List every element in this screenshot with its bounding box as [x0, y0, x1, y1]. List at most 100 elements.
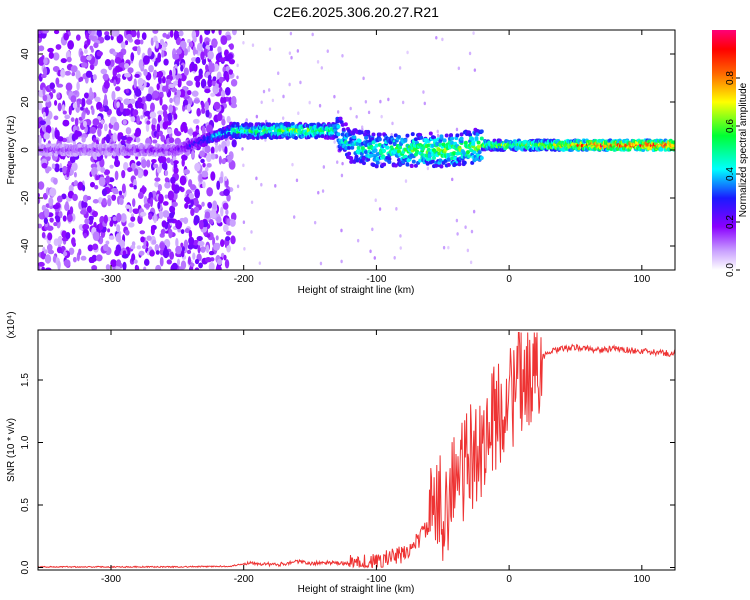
spectrogram-cell: [139, 39, 144, 45]
spectrogram-ytick-label: 40: [20, 48, 31, 60]
spectrogram-cell: [67, 40, 75, 50]
spectrogram-cell: [169, 212, 175, 219]
spectrogram-cell: [197, 240, 205, 247]
spectrogram-cell: [193, 99, 201, 104]
spectrogram-cell: [89, 181, 96, 188]
spectrogram-cell: [213, 63, 220, 72]
spectrogram-cell: [387, 97, 390, 102]
spectrogram-cell: [51, 126, 55, 134]
spectrogram-cell: [340, 122, 345, 127]
spectrogram-cell: [112, 189, 119, 195]
spectrogram-cell: [255, 135, 260, 140]
spectrogram-cell: [173, 30, 178, 41]
spectrogram-cell: [423, 101, 426, 106]
spectrogram-cell: [201, 201, 205, 207]
spectrogram-cell: [293, 135, 298, 140]
spectrogram-cell: [441, 37, 444, 42]
spectrogram-cell: [336, 124, 341, 129]
spectrogram-cell: [479, 129, 484, 134]
spectrogram-cell: [188, 236, 195, 246]
spectrogram-cell: [186, 80, 193, 87]
spectrogram-cell: [72, 102, 78, 109]
spectrogram-cell: [401, 100, 405, 105]
spectrogram-cell: [171, 182, 176, 191]
spectrogram-cell: [168, 228, 173, 239]
spectrogram-cell: [175, 97, 181, 105]
spectrogram-cell: [364, 135, 369, 140]
spectrogram-cell: [472, 149, 477, 154]
spectrogram-cell: [184, 196, 191, 203]
spectrogram-cell: [38, 134, 42, 145]
spectrogram-cell: [201, 125, 206, 136]
spectrogram-cell: [180, 249, 185, 258]
spectrogram-cell: [295, 178, 299, 183]
spectrogram-cell: [53, 177, 58, 185]
spectrogram-cell: [194, 75, 201, 82]
spectrogram-cell: [136, 265, 140, 270]
spectrogram-cell: [208, 219, 214, 225]
spectrogram-cell: [116, 212, 122, 223]
spectrogram-cell: [89, 126, 97, 134]
spectrogram-xtick-label: -200: [234, 274, 254, 285]
spectrogram-cell: [230, 212, 237, 222]
spectrogram-cell: [374, 143, 379, 148]
spectrogram-cell: [190, 184, 197, 191]
spectrogram-cell: [129, 98, 136, 105]
spectrogram-cell: [199, 34, 203, 44]
spectrogram-cell: [157, 201, 161, 210]
spectrogram-cell: [347, 129, 352, 134]
spectrogram-cell: [360, 146, 365, 151]
spectrogram-cell: [93, 42, 99, 49]
spectrogram-cell: [390, 132, 393, 137]
spectrogram-cell: [129, 183, 135, 188]
spectrogram-cell: [157, 70, 164, 78]
spectrogram-cell: [88, 215, 94, 221]
spectrogram-cell: [193, 199, 199, 207]
spectrogram-cell: [103, 123, 108, 132]
spectrogram-cell: [262, 89, 266, 94]
spectrogram-cell: [211, 80, 217, 87]
spectrogram-cell: [405, 133, 410, 138]
spectrogram-cell: [319, 261, 323, 266]
spectrogram-cell: [161, 76, 166, 84]
spectrogram-cell: [42, 87, 46, 96]
spectrogram-cell: [179, 175, 187, 186]
spectrogram-cell: [470, 229, 474, 234]
spectrogram-cell: [126, 33, 133, 41]
spectrogram-cell: [194, 267, 200, 270]
spectrogram-cell: [62, 251, 68, 257]
spectrogram-cell: [146, 120, 151, 125]
colorbar-tick-label: 0.0: [725, 263, 736, 277]
spectrogram-cell: [49, 187, 57, 197]
spectrogram-xtick-label: 0: [506, 274, 512, 285]
spectrogram-cell: [146, 159, 151, 168]
spectrogram-cell: [110, 259, 117, 267]
spectrogram-cell: [214, 144, 219, 153]
spectrogram-cell: [450, 156, 455, 161]
spectrogram-cell: [143, 195, 148, 206]
spectrogram-cell: [200, 246, 206, 253]
spectrogram-cell: [377, 132, 382, 137]
colorbar-tick-label: 0.4: [725, 167, 736, 181]
spectrogram-cell: [203, 48, 208, 56]
spectrogram-cell: [154, 181, 159, 188]
spectrogram-cell: [85, 98, 93, 105]
spectrogram-cell: [83, 92, 89, 99]
spectrogram-cell: [97, 122, 103, 130]
spectrogram-cell: [145, 93, 153, 102]
spectrogram-cell: [38, 261, 45, 267]
spectrogram-cell: [198, 262, 203, 269]
spectrogram-cell: [167, 112, 173, 123]
spectrogram-cell: [98, 222, 104, 231]
spectrogram-cell: [114, 86, 121, 92]
spectrogram-cell: [140, 211, 147, 217]
spectrogram-cell: [220, 90, 226, 98]
snr-ytick-label: 1.0: [20, 435, 31, 449]
spectrogram-cell: [296, 49, 300, 53]
spectrogram-cell: [218, 30, 222, 36]
spectrogram-cell: [479, 136, 484, 141]
spectrogram-cell: [151, 239, 157, 245]
spectrogram-cell: [165, 83, 169, 94]
snr-xlabel: Height of straight line (km): [298, 584, 415, 595]
